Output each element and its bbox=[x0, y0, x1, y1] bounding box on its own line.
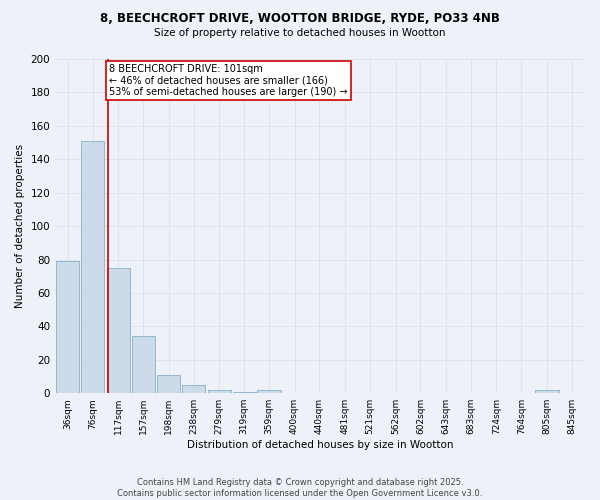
Bar bbox=[157, 375, 180, 393]
Text: Size of property relative to detached houses in Wootton: Size of property relative to detached ho… bbox=[154, 28, 446, 38]
Y-axis label: Number of detached properties: Number of detached properties bbox=[15, 144, 25, 308]
Bar bbox=[182, 385, 205, 393]
Bar bbox=[131, 336, 155, 393]
Text: 8, BEECHCROFT DRIVE, WOOTTON BRIDGE, RYDE, PO33 4NB: 8, BEECHCROFT DRIVE, WOOTTON BRIDGE, RYD… bbox=[100, 12, 500, 26]
Bar bbox=[208, 390, 230, 393]
Bar bbox=[257, 390, 281, 393]
Bar bbox=[56, 261, 79, 393]
Bar bbox=[81, 141, 104, 393]
Bar bbox=[535, 390, 559, 393]
Text: Contains HM Land Registry data © Crown copyright and database right 2025.
Contai: Contains HM Land Registry data © Crown c… bbox=[118, 478, 482, 498]
Bar bbox=[233, 392, 256, 393]
X-axis label: Distribution of detached houses by size in Wootton: Distribution of detached houses by size … bbox=[187, 440, 454, 450]
Text: 8 BEECHCROFT DRIVE: 101sqm
← 46% of detached houses are smaller (166)
53% of sem: 8 BEECHCROFT DRIVE: 101sqm ← 46% of deta… bbox=[109, 64, 348, 97]
Bar bbox=[107, 268, 130, 393]
